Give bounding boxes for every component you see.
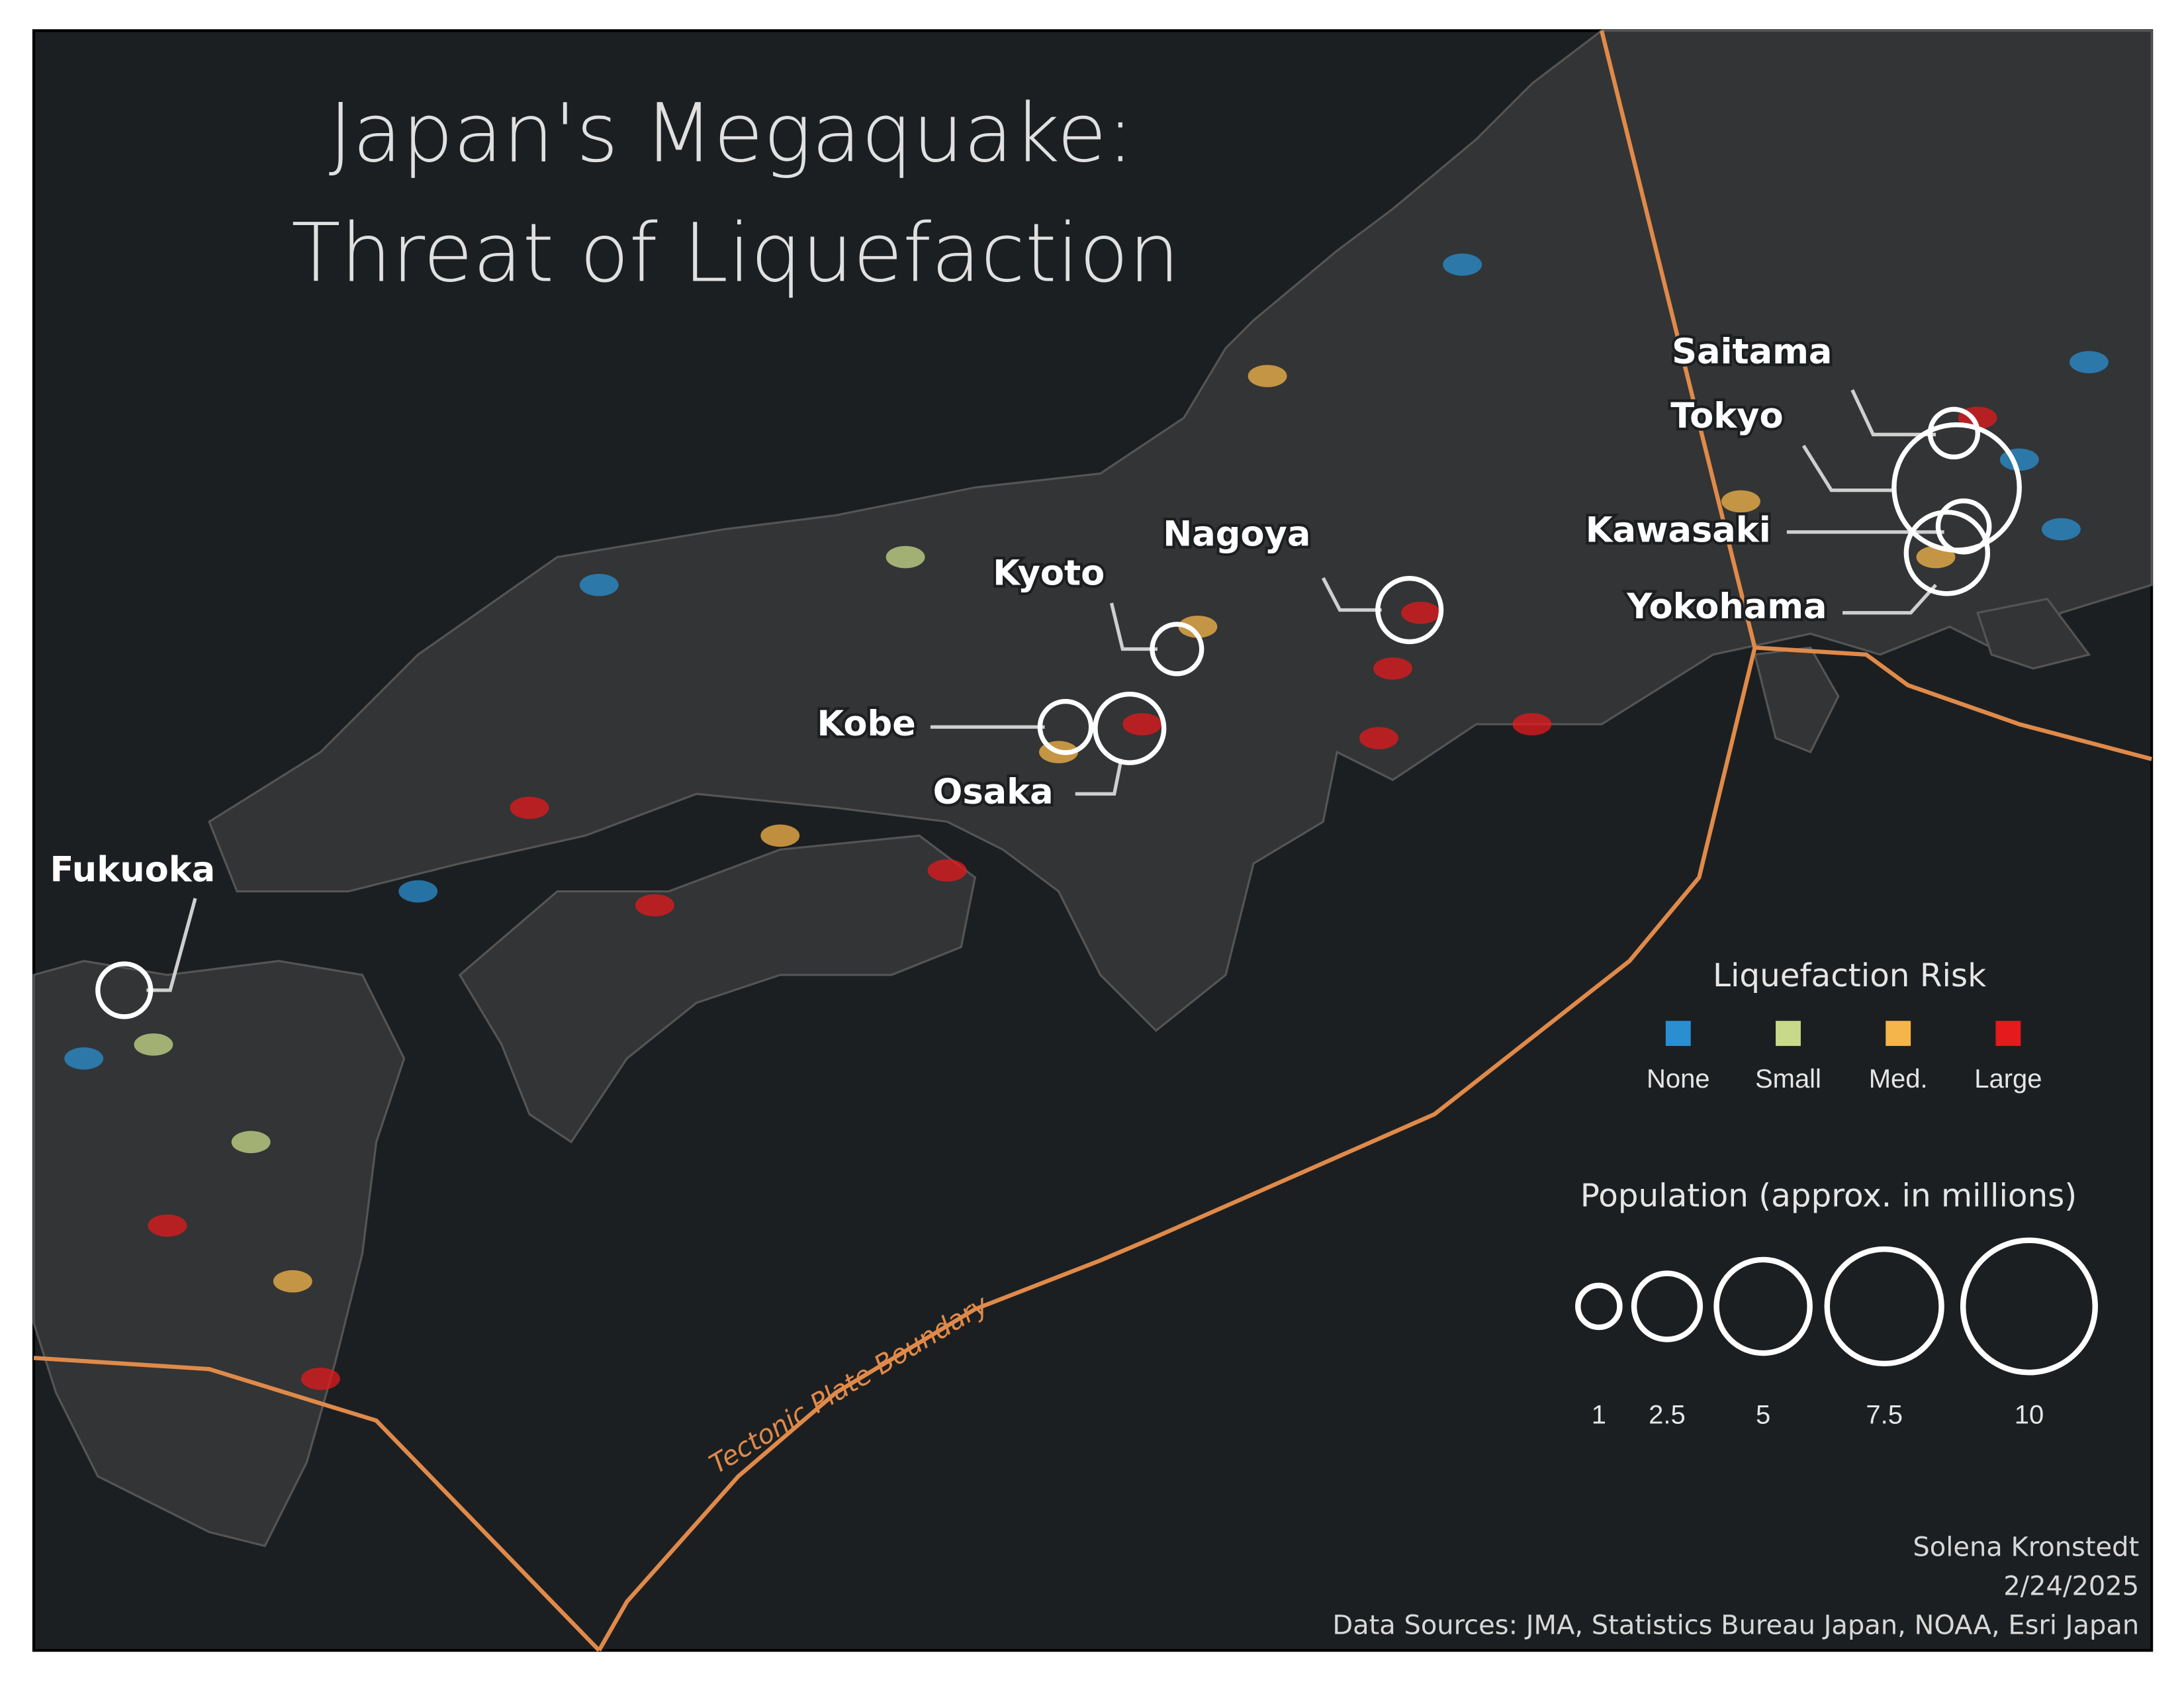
legend-circle — [1713, 1256, 1813, 1356]
city-label: Kawasaki — [1586, 510, 1771, 550]
legend-value: 1 — [1592, 1400, 1606, 1429]
legend-label: Med. — [1869, 1064, 1928, 1094]
cities: Saitama Tokyo Kawasaki Yokohama Nagoya Kyoto K… — [47, 329, 2022, 1019]
city-circle — [1903, 510, 1991, 596]
risk-area — [635, 894, 674, 917]
population-legend: 1 2.5 5 7.5 10 — [1575, 1237, 2098, 1429]
boso-peninsula — [1976, 597, 2091, 670]
land — [32, 29, 2153, 1548]
credit: Solena Kronstedt — [1913, 1532, 2139, 1563]
risk-area — [1373, 657, 1412, 680]
risk-legend-title: Liquefaction Risk — [1713, 957, 1986, 994]
legend-label: None — [1647, 1064, 1710, 1094]
plate-line — [1754, 645, 2152, 761]
liquefaction-areas — [64, 253, 2109, 1390]
risk-area — [1443, 253, 1482, 276]
risk-area — [760, 824, 800, 847]
legend-swatch — [1995, 1021, 2021, 1047]
leader-line — [146, 898, 197, 992]
plate-line — [597, 30, 1757, 1652]
city-circle — [95, 961, 154, 1019]
plate-line — [33, 1356, 601, 1652]
city-label: Tokyo — [1670, 396, 1783, 436]
risk-area — [300, 1368, 340, 1390]
risk-area — [1401, 601, 1440, 624]
risk-legend: None Small Med. Large — [1647, 1021, 2042, 1094]
risk-area — [64, 1047, 104, 1070]
city-circle — [1093, 691, 1167, 765]
legend-label: Small — [1755, 1064, 1821, 1094]
risk-area — [1248, 365, 1287, 387]
leader-line — [1075, 759, 1123, 796]
risk-area — [1359, 727, 1398, 749]
risk-area — [134, 1033, 173, 1056]
legend-value: 5 — [1756, 1400, 1770, 1429]
city-circle — [1037, 698, 1094, 755]
legend-value: 2.5 — [1649, 1400, 1686, 1429]
legend-circle — [1960, 1237, 2098, 1376]
risk-area — [2069, 351, 2109, 373]
city-circle — [1150, 622, 1205, 677]
leader-line — [1109, 602, 1158, 651]
city-label: Kobe — [817, 704, 916, 744]
city-circle — [1375, 575, 1444, 645]
risk-area — [398, 880, 438, 903]
city-circle — [1935, 498, 1992, 555]
title-line: Threat of Liquefaction — [291, 207, 1179, 301]
city-label: Yokohama — [1626, 586, 1827, 627]
city-label: Osaka — [933, 772, 1054, 812]
title-line: Japan's Megaquake: — [329, 87, 1134, 181]
risk-area — [273, 1270, 312, 1293]
leader-line — [1321, 577, 1382, 612]
risk-area — [1721, 490, 1760, 513]
credit: Data Sources: JMA, Statistics Bureau Jap… — [1332, 1610, 2139, 1640]
risk-area — [1512, 713, 1552, 735]
legend-value: 10 — [2015, 1400, 2044, 1429]
leaders — [146, 389, 1944, 992]
legend-swatch — [1776, 1021, 1801, 1047]
legend-label: Large — [1974, 1064, 2042, 1094]
leader-line — [1850, 389, 1936, 437]
population-legend-title: Population (approx. in millions) — [1580, 1177, 2077, 1214]
legend-circle — [1631, 1270, 1704, 1342]
city-label: Kyoto — [993, 553, 1105, 594]
credit: 2/24/2025 — [2003, 1571, 2139, 1602]
risk-area — [2041, 518, 2081, 541]
plate-boundary — [33, 30, 2152, 1652]
leader-line — [1801, 444, 1894, 492]
legend-swatch — [1886, 1021, 1911, 1047]
legend-swatch — [1665, 1021, 1691, 1047]
risk-area — [148, 1214, 187, 1237]
legend-value: 7.5 — [1866, 1400, 1903, 1429]
leader-line — [1843, 583, 1937, 615]
honshu — [208, 29, 2153, 1033]
shikoku — [458, 834, 977, 1144]
city-label: Fukuoka — [50, 850, 216, 890]
city-label: Nagoya — [1163, 514, 1310, 555]
risk-area — [886, 545, 925, 569]
risk-area — [579, 573, 619, 596]
risk-area — [927, 859, 967, 882]
risk-area — [1122, 713, 1162, 735]
risk-area — [231, 1131, 271, 1154]
city-label: Saitama — [1672, 332, 1832, 372]
risk-area — [1178, 615, 1218, 638]
legend-circle — [1575, 1282, 1623, 1331]
risk-area — [510, 796, 549, 820]
legend-circle — [1824, 1246, 1944, 1367]
